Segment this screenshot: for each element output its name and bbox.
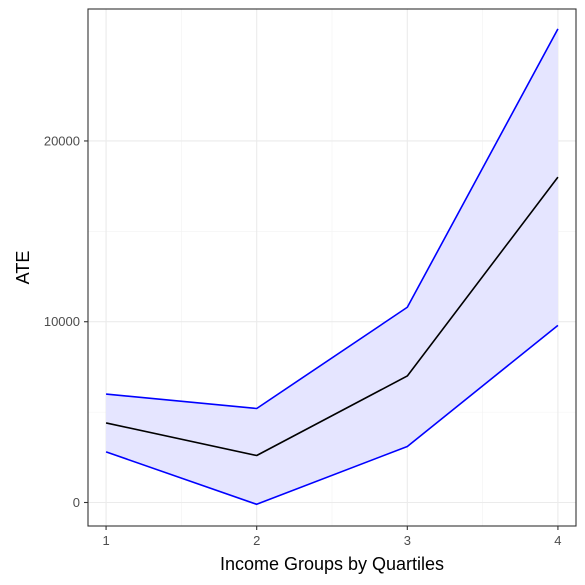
x-tick-label: 4 bbox=[554, 533, 561, 548]
confidence-band bbox=[106, 28, 558, 505]
y-tick-label: 10000 bbox=[44, 314, 80, 329]
lower-bound-line bbox=[105, 324, 559, 506]
y-tick-label: 0 bbox=[73, 495, 80, 510]
x-tick-label: 3 bbox=[404, 533, 411, 548]
y-tick-label: 20000 bbox=[44, 133, 80, 148]
y-axis: 0 10000 20000 bbox=[44, 133, 88, 510]
x-axis: 1 2 3 4 bbox=[102, 526, 562, 548]
panel-border bbox=[87, 8, 577, 527]
upper-bound-line bbox=[105, 28, 559, 410]
estimate-line bbox=[105, 176, 559, 457]
y-axis-title: ATE bbox=[13, 251, 33, 285]
x-tick-label: 2 bbox=[253, 533, 260, 548]
x-tick-label: 1 bbox=[102, 533, 109, 548]
x-axis-title: Income Groups by Quartiles bbox=[220, 554, 444, 574]
